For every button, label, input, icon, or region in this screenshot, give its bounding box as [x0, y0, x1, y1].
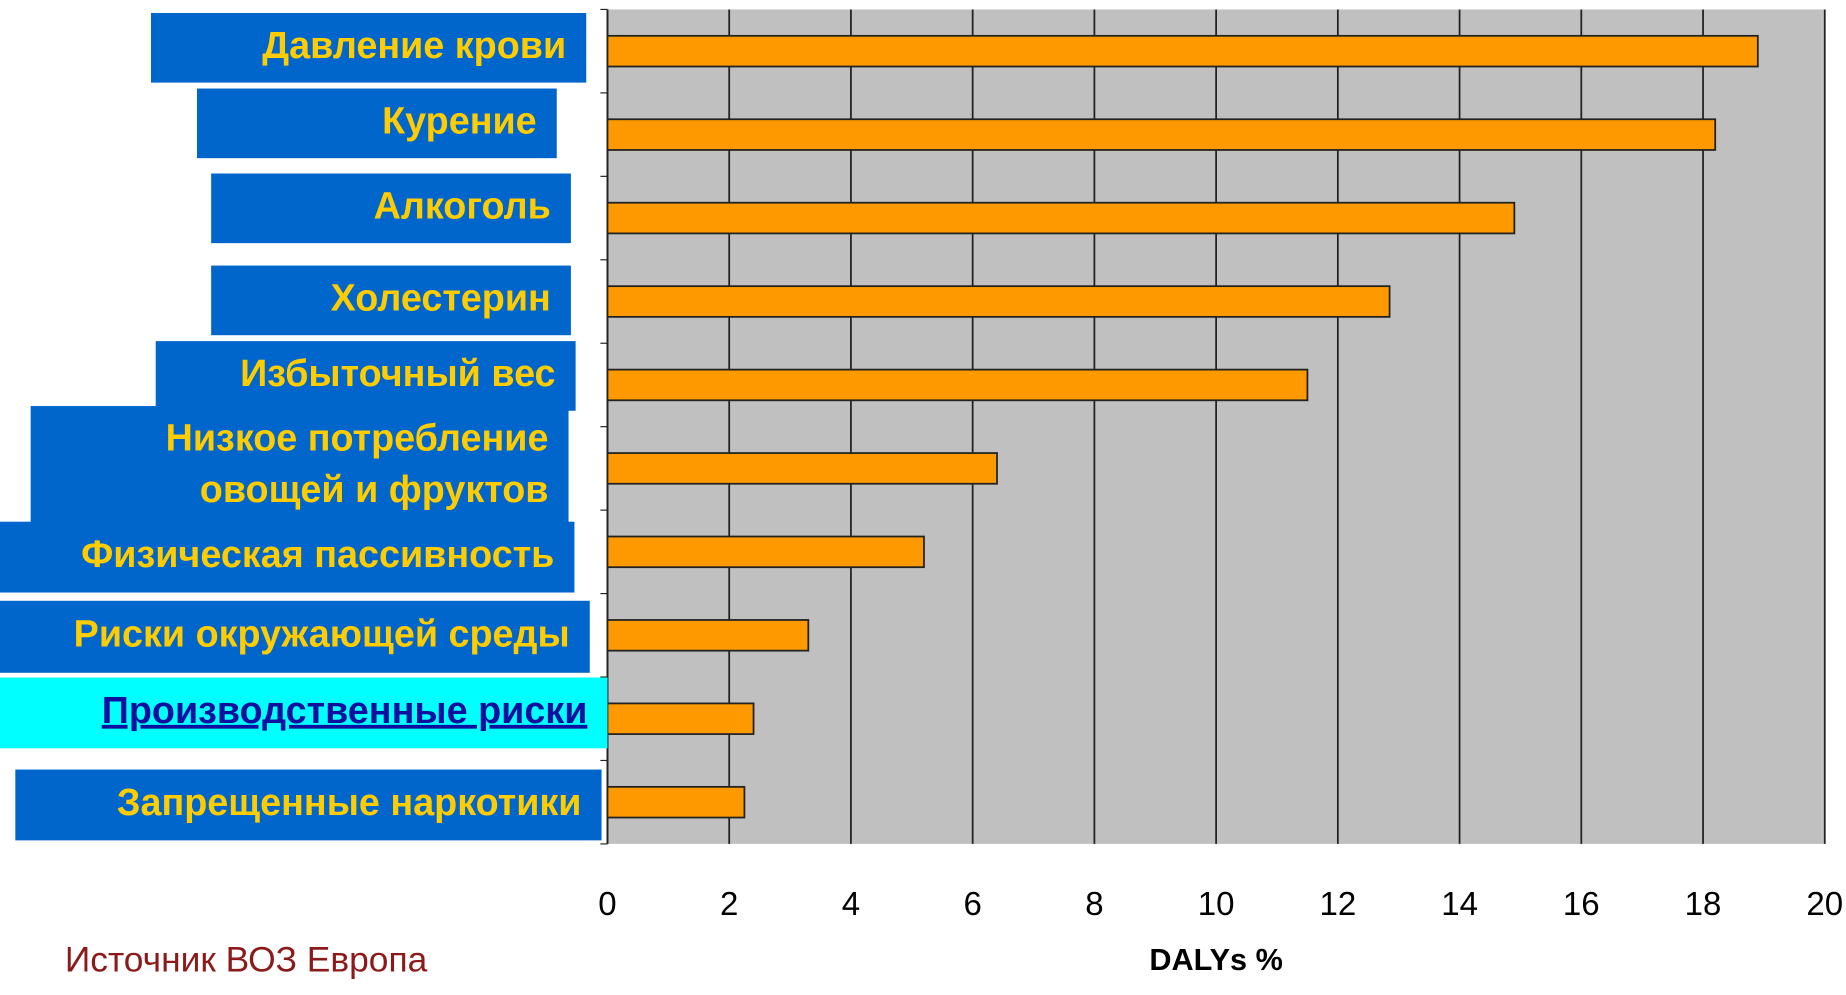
y-tick-label: Риски окружающей среды — [74, 613, 570, 655]
bar — [606, 619, 810, 652]
bar — [606, 368, 1309, 402]
x-tick-label: 12 — [1319, 885, 1356, 922]
x-tick-label: 2 — [720, 885, 738, 922]
label-line: Низкое потребление — [166, 416, 549, 458]
x-tick-label: 8 — [1085, 885, 1103, 922]
y-tick-label: Холестерин — [331, 276, 551, 318]
y-tick-label: Избыточный вес — [240, 352, 555, 394]
y-tick-label: Запрещенные наркотики — [117, 781, 582, 823]
x-tick-label: 10 — [1198, 885, 1235, 922]
x-tick-label: 0 — [598, 885, 616, 922]
bar — [606, 118, 1717, 151]
source: Источник ВОЗ Европа — [65, 940, 428, 979]
label-line: овощей и фруктов — [200, 468, 549, 510]
label-box — [196, 88, 557, 159]
label-box — [155, 341, 576, 411]
x-tick-label: 6 — [963, 885, 981, 922]
x-tick-label: 16 — [1563, 885, 1600, 922]
label-box — [0, 600, 590, 673]
y-tick-label: Физическая пассивность — [81, 533, 554, 575]
x-axis-label: DALYs % — [1149, 943, 1282, 977]
y-tick-label: Алкоголь — [374, 184, 551, 226]
bar — [606, 285, 1391, 318]
y-tick-label[interactable]: Производственные риски — [102, 689, 588, 731]
y-tick-label: Курение — [382, 99, 537, 141]
x-tick-label: 18 — [1685, 885, 1722, 922]
label-box — [0, 521, 575, 593]
bar — [606, 785, 746, 819]
y-tick-label: Низкое потребление овощей и фруктов — [166, 416, 549, 510]
bar — [606, 535, 925, 569]
label-box — [0, 677, 608, 749]
x-tick-label: 20 — [1806, 885, 1843, 922]
bar — [606, 702, 755, 735]
label-box — [211, 265, 571, 336]
label-box — [211, 173, 571, 244]
bar — [606, 201, 1516, 235]
label-box — [15, 769, 602, 841]
x-tick-label: 14 — [1441, 885, 1478, 922]
y-tick-label: Давление крови — [262, 24, 566, 66]
bar — [606, 34, 1759, 68]
label-box — [150, 12, 587, 83]
bar — [606, 452, 998, 485]
label-box — [30, 406, 569, 527]
x-tick-label: 4 — [842, 885, 860, 922]
